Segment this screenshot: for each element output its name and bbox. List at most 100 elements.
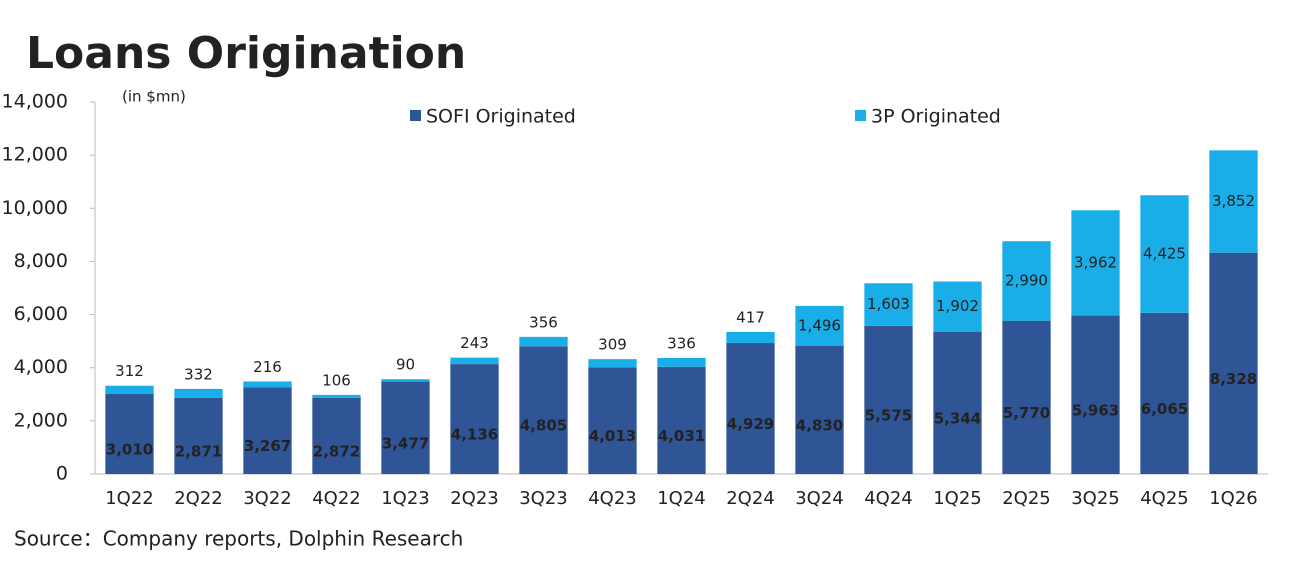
value-label: 4,425 <box>1143 245 1186 263</box>
value-label: 5,575 <box>865 406 912 424</box>
bar-segment <box>450 357 499 365</box>
bar-segment <box>1002 241 1051 321</box>
bar-segment <box>588 359 637 368</box>
x-tick-label: 2Q24 <box>726 488 775 509</box>
value-label: 1,496 <box>798 316 841 334</box>
bar-segment <box>1209 150 1258 253</box>
bar-segment <box>1071 210 1120 316</box>
bar-segment <box>657 357 706 367</box>
bar-segment <box>1002 320 1051 474</box>
value-label: 309 <box>598 336 627 354</box>
bar-segment <box>105 385 154 395</box>
subtitle: (in $mn) <box>122 88 186 106</box>
value-label: 5,770 <box>1003 404 1050 422</box>
x-tick-label: 3Q23 <box>519 488 568 509</box>
value-label: 5,344 <box>934 410 981 428</box>
bar-segment <box>657 366 706 474</box>
bar-segment <box>174 397 223 474</box>
x-tick-label: 1Q25 <box>933 488 982 509</box>
x-tick-label: 3Q24 <box>795 488 844 509</box>
bar-segment <box>795 305 844 346</box>
x-tick-label: 2Q23 <box>450 488 499 509</box>
value-label: 2,871 <box>175 442 222 460</box>
bar-segment <box>450 364 499 474</box>
y-tick-label: 8,000 <box>14 250 68 272</box>
y-tick-label: 4,000 <box>14 356 68 378</box>
value-label: 4,136 <box>451 426 498 444</box>
value-label: 3,852 <box>1212 192 1255 210</box>
bar-segment <box>174 388 223 398</box>
bar-segment <box>381 381 430 474</box>
bar-segment <box>243 387 292 474</box>
x-tick-label: 4Q23 <box>588 488 637 509</box>
value-label: 8,328 <box>1210 370 1257 388</box>
bar-segment <box>381 379 430 382</box>
value-label: 4,929 <box>727 415 774 433</box>
x-tick-label: 4Q25 <box>1140 488 1189 509</box>
bar-segment <box>864 325 913 474</box>
bar-segment <box>243 381 292 388</box>
bar-segment <box>588 367 637 474</box>
y-tick-label: 0 <box>56 463 68 485</box>
bar-segment <box>1140 195 1189 313</box>
value-label: 4,830 <box>796 416 843 434</box>
value-label: 3,010 <box>106 441 153 459</box>
bar-segment <box>105 394 154 474</box>
legend-label: SOFI Originated <box>426 106 576 128</box>
y-tick-label: 10,000 <box>2 197 68 219</box>
bar-segment <box>1071 315 1120 474</box>
bar-segment <box>726 343 775 474</box>
value-label: 312 <box>115 362 144 380</box>
bar-segment <box>1140 312 1189 474</box>
value-label: 4,031 <box>658 427 705 445</box>
y-tick-label: 12,000 <box>2 144 68 166</box>
legend-swatch <box>855 110 866 121</box>
value-label: 6,065 <box>1141 400 1188 418</box>
value-label: 5,963 <box>1072 401 1119 419</box>
value-label: 4,013 <box>589 427 636 445</box>
bar-segment <box>726 331 775 344</box>
value-label: 243 <box>460 334 489 352</box>
x-tick-label: 2Q25 <box>1002 488 1051 509</box>
legend-label: 3P Originated <box>871 106 1001 128</box>
value-label: 90 <box>396 356 415 374</box>
x-tick-label: 3Q22 <box>243 488 292 509</box>
bar-segment <box>519 346 568 474</box>
x-tick-label: 4Q22 <box>312 488 361 509</box>
value-label: 3,962 <box>1074 253 1117 271</box>
bar-segment <box>933 281 982 333</box>
value-label: 356 <box>529 313 558 331</box>
bar-segment <box>519 336 568 347</box>
y-tick-label: 2,000 <box>14 409 68 431</box>
bar-segment <box>864 283 913 326</box>
bar-segment <box>1209 252 1258 474</box>
bar-segment <box>795 345 844 474</box>
source: Source：Company reports, Dolphin Research <box>14 527 463 551</box>
value-label: 1,603 <box>867 295 910 313</box>
value-label: 2,990 <box>1005 271 1048 289</box>
x-tick-label: 1Q22 <box>105 488 154 509</box>
x-tick-label: 3Q25 <box>1071 488 1120 509</box>
value-label: 336 <box>667 334 696 352</box>
y-tick-label: 6,000 <box>14 303 68 325</box>
value-label: 3,267 <box>244 437 291 455</box>
x-tick-label: 1Q24 <box>657 488 706 509</box>
x-tick-label: 1Q23 <box>381 488 430 509</box>
value-label: 417 <box>736 308 765 326</box>
value-label: 4,805 <box>520 417 567 435</box>
x-tick-label: 1Q26 <box>1209 488 1258 509</box>
value-label: 216 <box>253 358 282 376</box>
bar-segment <box>933 332 982 474</box>
y-tick-label: 14,000 <box>2 91 68 113</box>
x-tick-label: 2Q22 <box>174 488 223 509</box>
value-label: 3,477 <box>382 434 429 452</box>
x-tick-label: 4Q24 <box>864 488 913 509</box>
value-label: 1,902 <box>936 297 979 315</box>
bar-segment <box>312 397 361 474</box>
bar-segment <box>312 394 361 398</box>
value-label: 332 <box>184 365 213 383</box>
value-label: 2,872 <box>313 442 360 460</box>
value-label: 106 <box>322 371 351 389</box>
legend-swatch <box>410 110 421 121</box>
